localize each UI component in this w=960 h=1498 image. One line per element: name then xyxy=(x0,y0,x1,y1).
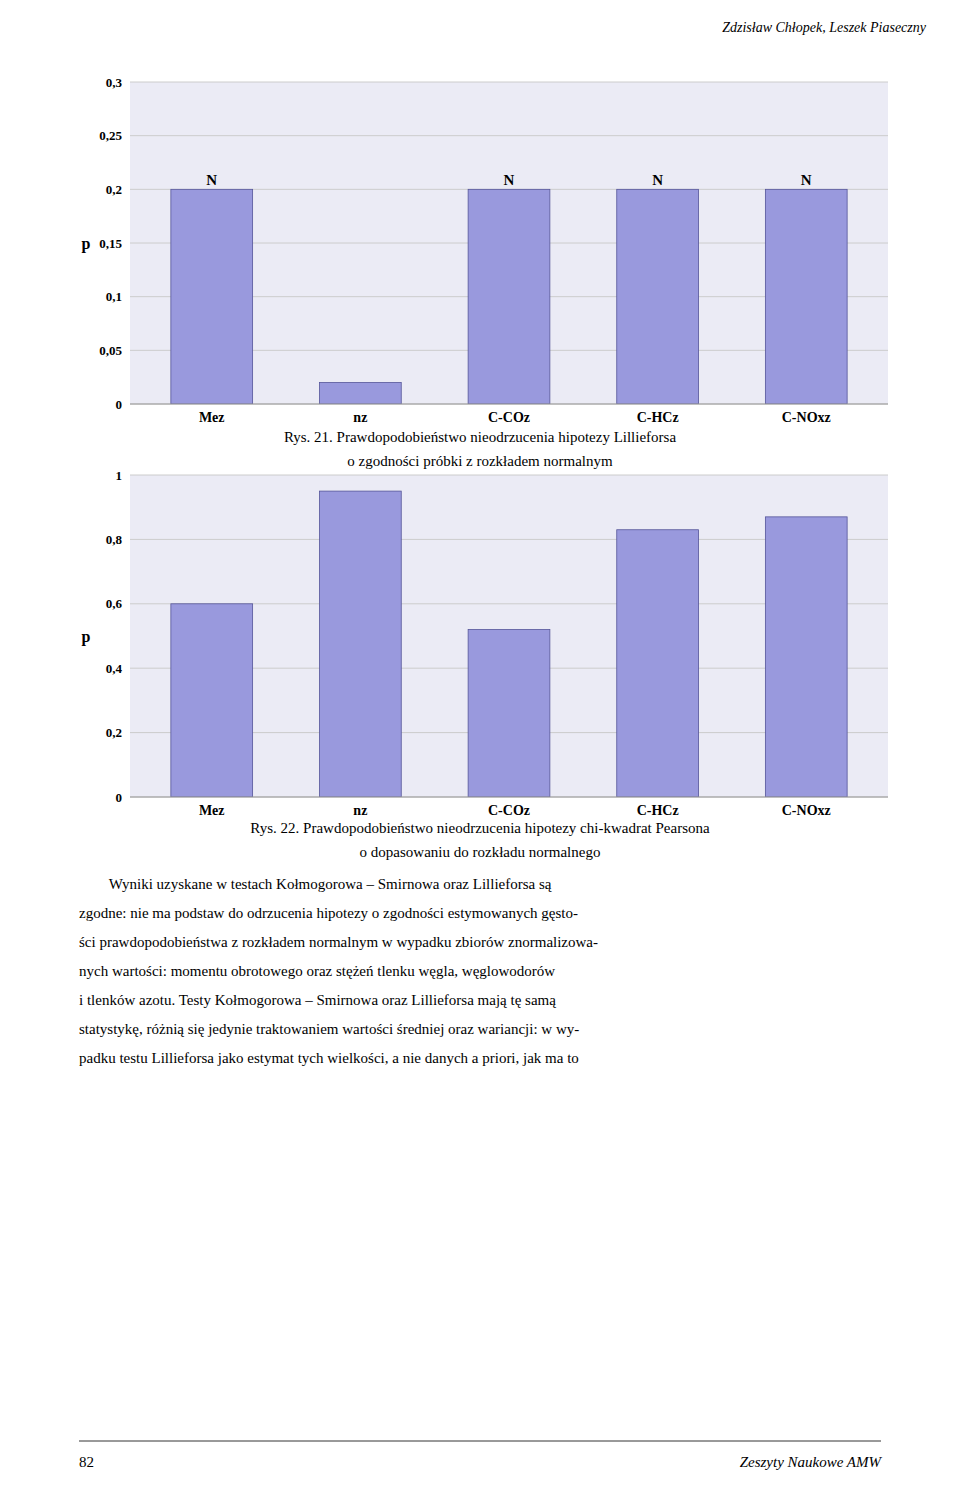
y-tick-label: 0,1 xyxy=(106,289,122,304)
footer-right: Zeszyty Naukowe AMW xyxy=(740,1454,883,1470)
bar xyxy=(320,383,402,404)
body-line: statystykę, różnią się jedynie traktowan… xyxy=(79,1021,579,1037)
bar xyxy=(468,630,550,797)
body-line: zgodne: nie ma podstaw do odrzucenia hip… xyxy=(79,905,578,921)
grid-line xyxy=(130,82,888,83)
y-tick-label: 0 xyxy=(116,790,123,805)
bar xyxy=(617,189,699,404)
y-tick-label: 0,4 xyxy=(106,661,123,676)
caption: Rys. 22. Prawdopodobieństwo nieodrzuceni… xyxy=(250,820,710,836)
y-tick-label: 0,15 xyxy=(99,236,122,251)
annotation: N xyxy=(504,172,515,188)
y-tick-label: 0,3 xyxy=(106,75,123,90)
body-line: nych wartości: momentu obrotowego oraz s… xyxy=(79,963,555,979)
page-background xyxy=(0,0,960,1498)
header: Zdzisław Chłopek, Leszek Piaseczny xyxy=(722,20,927,35)
body-line: Wyniki uzyskane w testach Kołmogorowa – … xyxy=(79,876,552,892)
y-tick-label: 0,8 xyxy=(106,532,123,547)
x-tick-label: C-NOxz xyxy=(782,410,831,425)
bars xyxy=(171,189,847,404)
y-tick-label: 0 xyxy=(116,397,123,412)
bar xyxy=(468,189,550,404)
plot-background xyxy=(130,82,888,404)
y-tick-label: 0,2 xyxy=(106,182,122,197)
y-tick-label: 0,6 xyxy=(106,596,123,611)
y-tick-label: 0,2 xyxy=(106,725,122,740)
footer-left: 82 xyxy=(79,1454,94,1470)
x-tick-label: nz xyxy=(353,410,367,425)
x-tick-label: nz xyxy=(353,803,367,818)
bar xyxy=(171,604,253,797)
grid-line xyxy=(130,475,888,476)
x-tick-label: C-NOxz xyxy=(782,803,831,818)
y-tick-label: 1 xyxy=(116,468,123,483)
bar xyxy=(171,189,253,404)
x-axis-line xyxy=(130,404,888,405)
grid-line xyxy=(130,135,888,136)
x-tick-label: C-HCz xyxy=(637,410,679,425)
plot-background xyxy=(130,475,888,797)
bar xyxy=(617,530,699,797)
caption: o dopasowaniu do rozkładu normalnego xyxy=(360,844,601,860)
chart: 0 0,2 0,4 0,6 0,8 1 Mez nz C-COz C-HCz C-NOxz p Rys.… xyxy=(82,468,888,861)
annotation: N xyxy=(801,172,812,188)
x-tick-label: Mez xyxy=(199,410,225,425)
y-tick-label: 0,25 xyxy=(99,128,122,143)
x-tick-label: C-HCz xyxy=(637,803,679,818)
grid-line xyxy=(130,404,888,405)
x-tick-label: Mez xyxy=(199,803,225,818)
body-line: ści prawdopodobieństwa z rozkładem norma… xyxy=(79,934,598,950)
annotation: N xyxy=(652,172,663,188)
y-axis-label: p xyxy=(82,628,91,646)
bar xyxy=(320,491,402,797)
page-svg: Zdzisław Chłopek, Leszek Piaseczny00,050… xyxy=(0,0,960,1498)
bar xyxy=(765,517,847,797)
bar xyxy=(765,189,847,404)
y-axis-label: p xyxy=(82,235,91,253)
body-line: i tlenków azotu. Testy Kołmogorowa – Smi… xyxy=(79,992,556,1008)
caption: o zgodności próbki z rozkładem normalnym xyxy=(347,453,613,469)
chart: 0 0,05 0,1 0,15 0,2 0,25 0,3 Mez nz C-COz C-HCz C-N… xyxy=(82,75,888,470)
footer-rule xyxy=(79,1441,881,1442)
caption: Rys. 21. Prawdopodobieństwo nieodrzuceni… xyxy=(284,429,677,445)
page: Zdzisław Chłopek, Leszek Piaseczny00,050… xyxy=(0,0,960,1498)
x-tick-label: C-COz xyxy=(488,803,530,818)
x-axis-line xyxy=(130,797,888,798)
y-tick-label: 0,05 xyxy=(99,343,122,358)
x-tick-label: C-COz xyxy=(488,410,530,425)
annotation: N xyxy=(206,172,217,188)
grid-line xyxy=(130,797,888,798)
bars xyxy=(171,491,847,797)
body-line: padku testu Lillieforsa jako estymat tyc… xyxy=(79,1050,579,1066)
